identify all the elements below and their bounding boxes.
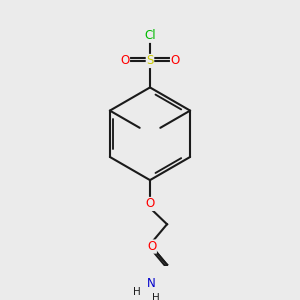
Text: O: O xyxy=(147,240,156,253)
Text: H: H xyxy=(133,287,141,297)
Text: N: N xyxy=(147,277,156,290)
Text: O: O xyxy=(120,55,130,68)
Text: S: S xyxy=(146,55,154,68)
Text: O: O xyxy=(170,55,180,68)
Text: H: H xyxy=(152,292,160,300)
Text: Cl: Cl xyxy=(144,29,156,42)
Text: O: O xyxy=(146,197,154,211)
